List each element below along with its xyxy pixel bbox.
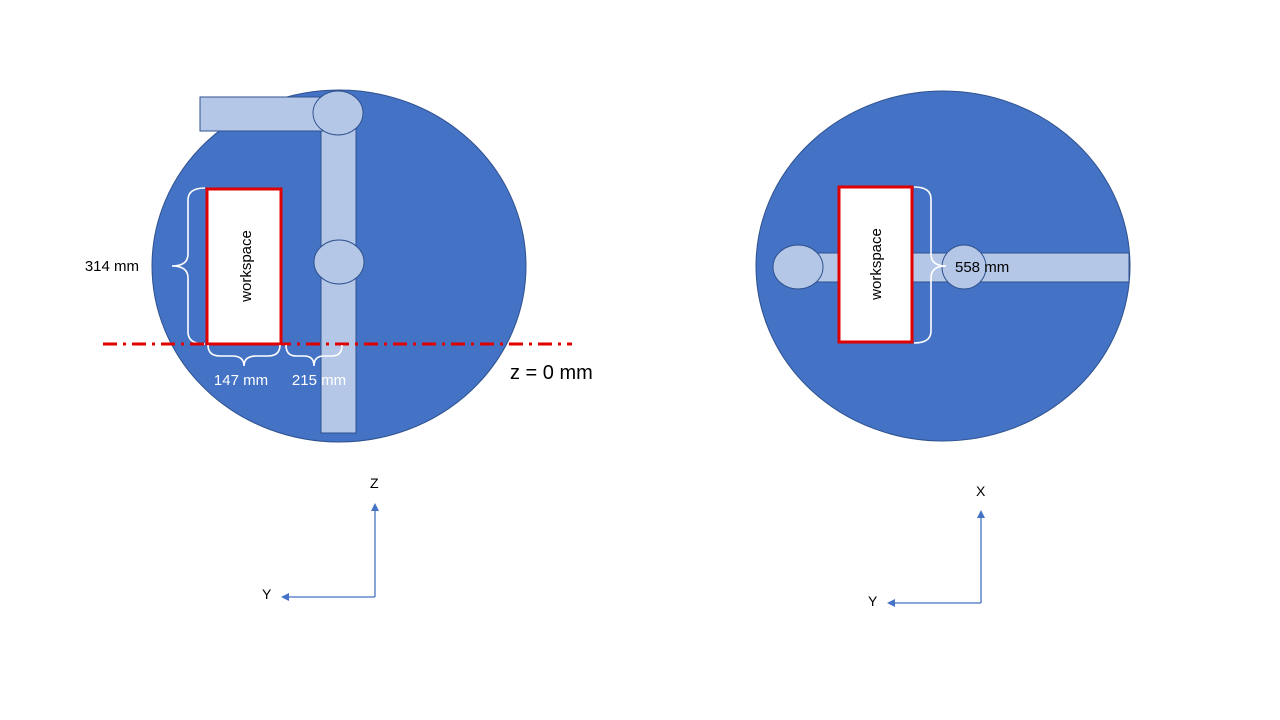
right-axis-vertical-label: X [976,483,986,499]
right-axis-horizontal-label: Y [868,593,878,609]
left-height-dim: 314 mm [85,258,139,275]
right-workspace-label: workspace [868,228,885,301]
left-axis-vertical-label: Z [370,475,379,491]
right-view: workspace 558 mm X Y [755,90,1131,609]
left-workspace-label: workspace [238,230,255,303]
left-offset-brace [285,344,343,367]
right-dim-brace [913,186,947,344]
right-workspace-box [837,185,914,344]
z-zero-label: z = 0 mm [510,362,593,384]
left-middle-joint [313,239,365,285]
left-view: workspace 314 mm 147 mm 215 mm z = 0 mm … [85,89,593,602]
left-axes: Z Y [262,475,379,602]
right-dim: 558 mm [955,259,1009,276]
left-width-dim: 147 mm [214,372,268,389]
left-width-brace [207,344,281,367]
left-top-joint [312,90,364,136]
left-height-brace [171,187,206,345]
right-axes: X Y [868,483,986,609]
left-axis-horizontal-label: Y [262,586,272,602]
left-workspace-box [205,187,283,346]
right-left-joint [772,244,824,290]
left-offset-dim: 215 mm [292,372,346,389]
